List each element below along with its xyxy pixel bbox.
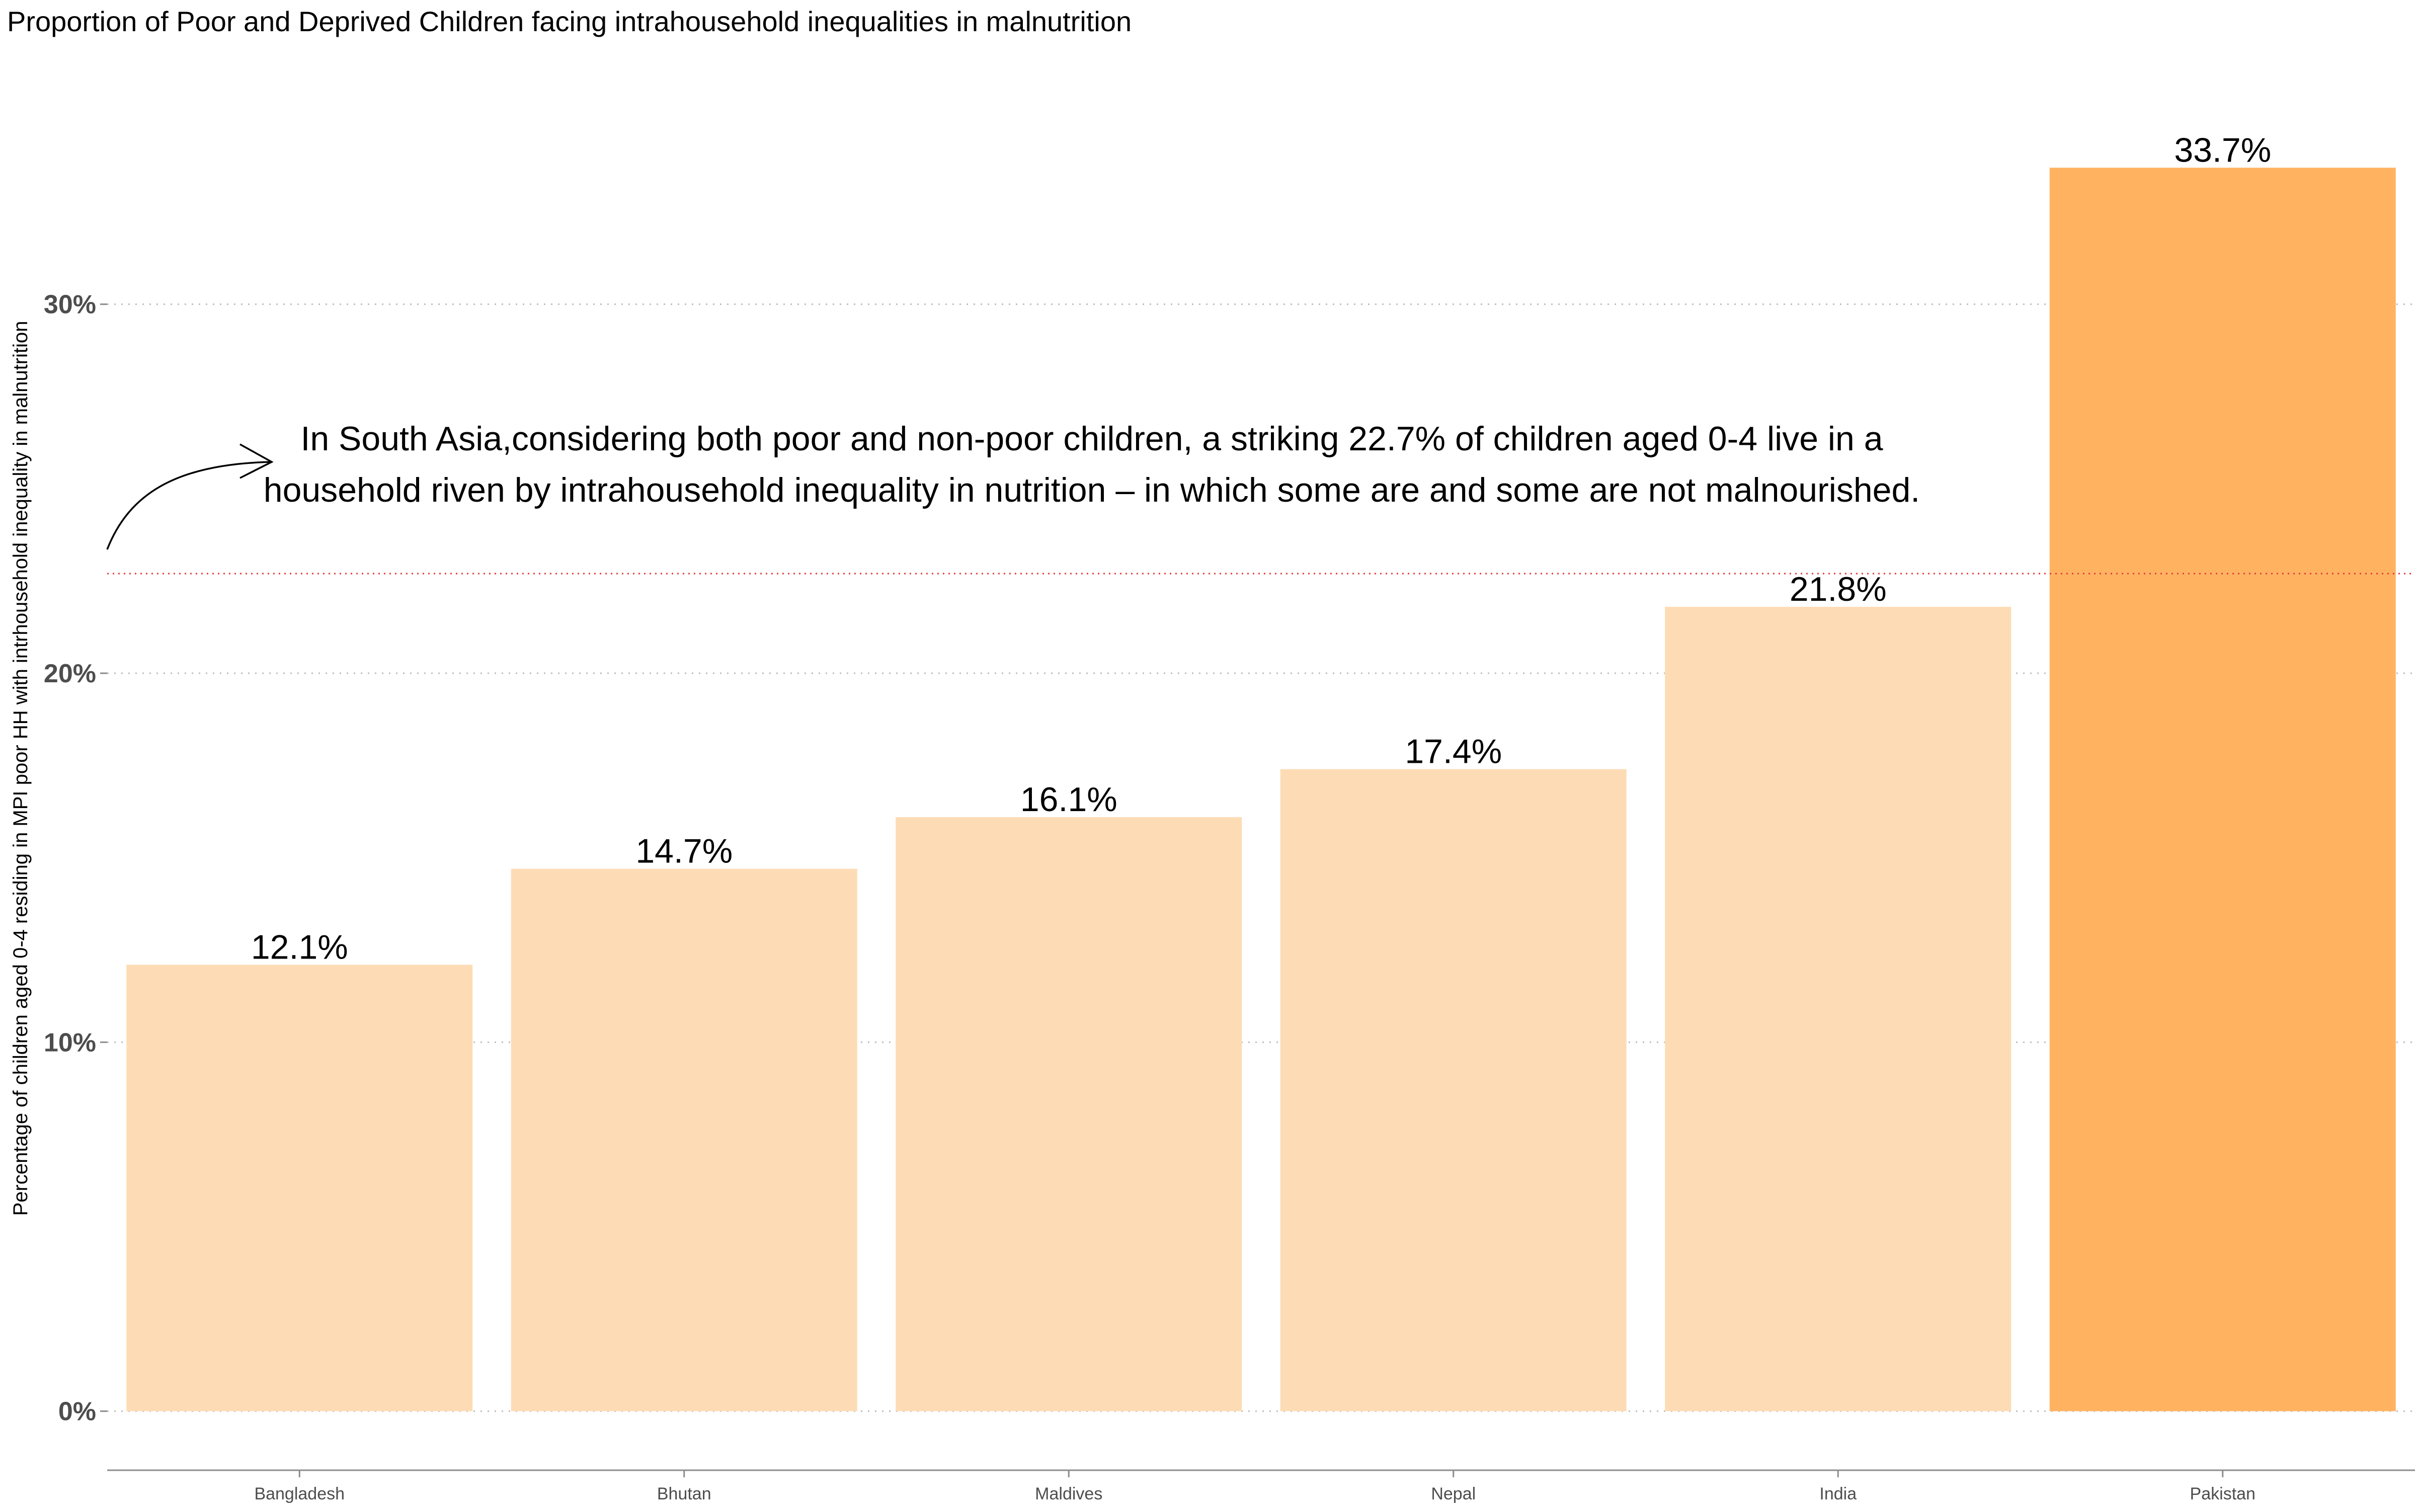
bar-maldives: [896, 817, 1242, 1411]
y-axis-label: Percentage of children aged 0-4 residing…: [10, 321, 32, 1216]
value-label-india: 21.8%: [1790, 570, 1887, 608]
y-tick-labels: 0% 10% 20% 30%: [44, 290, 107, 1426]
x-tick-label-nepal: Nepal: [1431, 1484, 1476, 1503]
bar-bhutan: [511, 868, 857, 1411]
y-tick-label: 30%: [44, 290, 96, 320]
bar-pakistan: [2049, 168, 2396, 1411]
y-tick-label: 10%: [44, 1028, 96, 1057]
value-label-pakistan: 33.7%: [2174, 131, 2271, 169]
bar-nepal: [1280, 769, 1627, 1411]
x-tick-label-bhutan: Bhutan: [657, 1484, 711, 1503]
arrowhead-icon: [239, 443, 274, 479]
value-label-bangladesh: 12.1%: [251, 928, 348, 966]
x-tick-label-pakistan: Pakistan: [2190, 1484, 2256, 1503]
bar-india: [1665, 607, 2011, 1411]
x-tick-label-india: India: [1819, 1484, 1857, 1503]
annotation-text-line-2: household riven by intrahousehold inequa…: [264, 471, 1920, 509]
value-label-maldives: 16.1%: [1020, 780, 1117, 819]
value-label-bhutan: 14.7%: [635, 832, 733, 870]
chart-title: Proportion of Poor and Deprived Children…: [7, 6, 1132, 37]
x-tick-labels: Bangladesh Bhutan Maldives Nepal India Pakist…: [254, 1470, 2256, 1503]
bar-bangladesh: [126, 965, 473, 1411]
value-label-nepal: 17.4%: [1405, 733, 1502, 771]
annotation-text-line-1: In South Asia,considering both poor and …: [300, 420, 1883, 458]
y-tick-label: 20%: [44, 659, 96, 688]
x-tick-label-bangladesh: Bangladesh: [254, 1484, 345, 1503]
bars: [126, 168, 2396, 1411]
bar-value-labels: 12.1% 14.7% 16.1% 17.4% 21.8% 33.7%: [251, 131, 2271, 966]
annotation-arrow: [106, 461, 272, 550]
grid-lines: [107, 303, 2415, 1412]
y-tick-label: 0%: [58, 1397, 96, 1426]
x-tick-label-maldives: Maldives: [1035, 1484, 1102, 1503]
